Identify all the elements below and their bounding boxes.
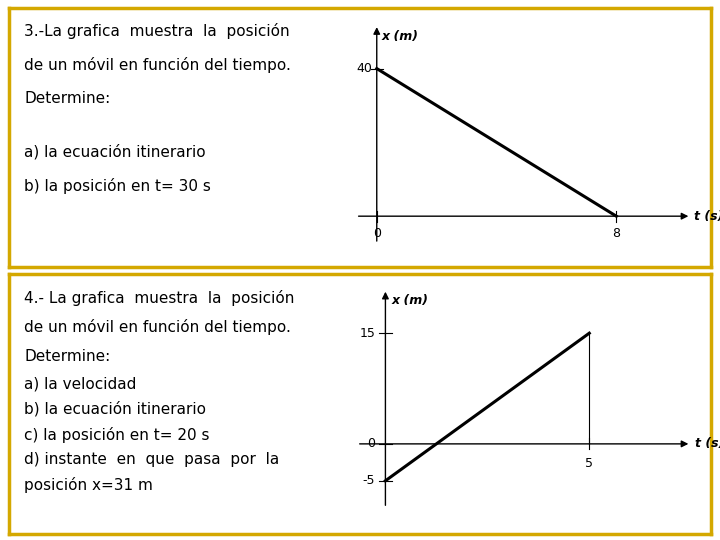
Text: 8: 8 — [612, 226, 621, 240]
Text: 5: 5 — [585, 457, 593, 470]
Text: Determine:: Determine: — [24, 349, 111, 364]
Text: 0: 0 — [367, 437, 375, 450]
Text: de un móvil en función del tiempo.: de un móvil en función del tiempo. — [24, 57, 291, 73]
Text: Determine:: Determine: — [24, 91, 111, 105]
Text: 40: 40 — [356, 62, 372, 75]
Text: t (s): t (s) — [696, 437, 720, 450]
Text: -5: -5 — [363, 474, 375, 487]
Text: 0: 0 — [373, 226, 381, 240]
Text: a) la ecuación itinerario: a) la ecuación itinerario — [24, 144, 206, 160]
Text: x (m): x (m) — [392, 294, 428, 307]
Text: posición x=31 m: posición x=31 m — [24, 477, 153, 494]
Text: 3.-La grafica  muestra  la  posición: 3.-La grafica muestra la posición — [24, 23, 290, 39]
Text: c) la posición en t= 20 s: c) la posición en t= 20 s — [24, 427, 210, 443]
Text: b) la posición en t= 30 s: b) la posición en t= 30 s — [24, 178, 211, 194]
Text: t (s): t (s) — [694, 210, 720, 222]
Text: de un móvil en función del tiempo.: de un móvil en función del tiempo. — [24, 320, 291, 335]
Text: x (m): x (m) — [382, 30, 418, 43]
Text: 4.- La grafica  muestra  la  posición: 4.- La grafica muestra la posición — [24, 289, 294, 306]
Text: b) la ecuación itinerario: b) la ecuación itinerario — [24, 401, 207, 417]
Text: 15: 15 — [359, 327, 375, 340]
Text: d) instante  en  que  pasa  por  la: d) instante en que pasa por la — [24, 452, 279, 467]
Text: a) la velocidad: a) la velocidad — [24, 376, 137, 391]
